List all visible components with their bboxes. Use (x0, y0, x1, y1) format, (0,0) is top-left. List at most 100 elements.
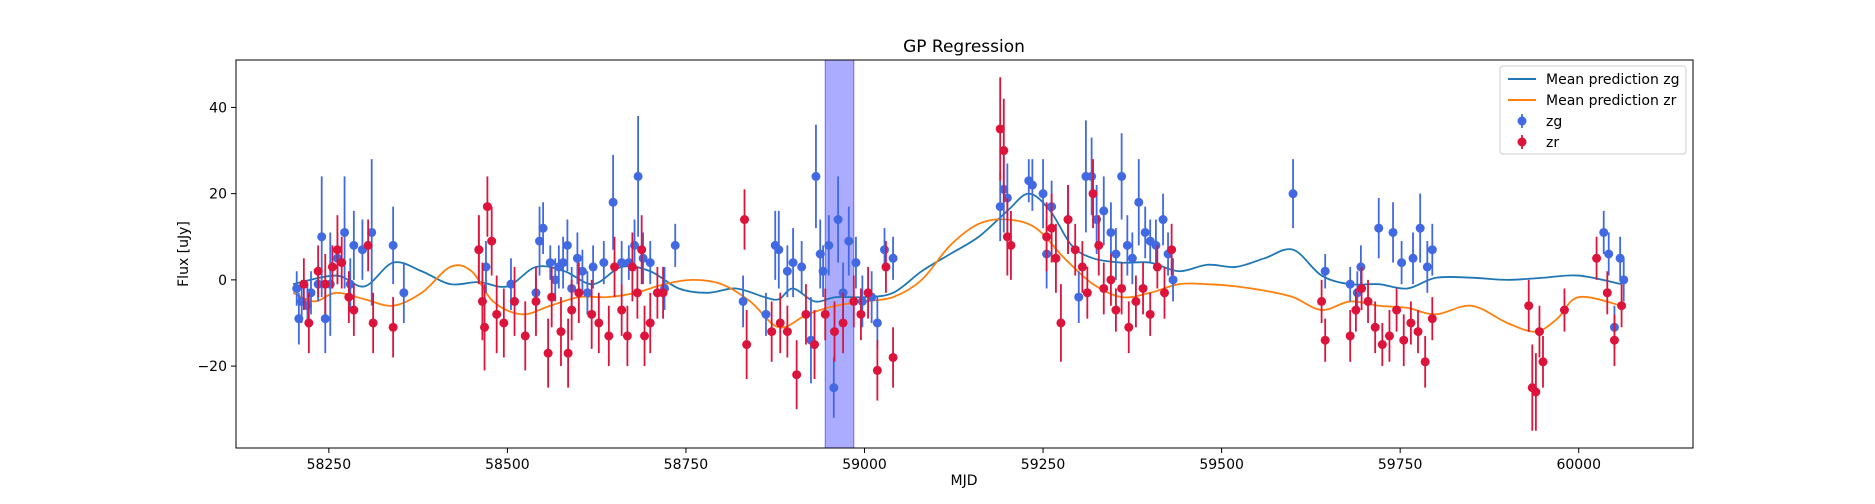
zr-data-point (332, 245, 342, 255)
zr-data-point (1370, 322, 1380, 332)
zg-data-point (1422, 262, 1432, 272)
zg-data-point (782, 266, 792, 276)
zr-data-point (820, 309, 830, 319)
zr-data-point (622, 331, 632, 341)
zr-data-point (888, 352, 898, 362)
zg-data-point (292, 283, 302, 293)
y-axis-label: Flux [uJy] (176, 221, 192, 287)
zr-data-point (742, 340, 752, 350)
zr-data-point (1357, 283, 1367, 293)
zg-data-point (306, 288, 316, 298)
zr-data-point (344, 292, 354, 302)
zr-data-point (368, 318, 378, 328)
x-tick-label: 59750 (1378, 457, 1423, 473)
y-tick-label: 40 (209, 100, 227, 116)
zr-data-point (637, 245, 647, 255)
zg-data-point (558, 258, 568, 268)
zg-data-point (1106, 227, 1116, 237)
zr-data-point (363, 240, 373, 250)
zr-data-point (587, 309, 597, 319)
zr-data-point (1088, 189, 1098, 199)
zg-data-point (1038, 189, 1048, 199)
zg-data-point (1099, 206, 1109, 216)
zr-data-point (474, 245, 484, 255)
zr-data-point (782, 327, 792, 337)
zr-data-point (1106, 275, 1116, 285)
zr-data-point (632, 288, 642, 298)
y-tick-label: 0 (218, 273, 227, 289)
zr-data-point (1145, 309, 1155, 319)
zr-data-point (658, 288, 668, 298)
zg-data-point (1604, 249, 1614, 259)
zg-data-point (506, 279, 516, 289)
zg-data-point (481, 262, 491, 272)
zg-data-point (545, 258, 555, 268)
zg-data-point (577, 266, 587, 276)
zg-data-point (797, 262, 807, 272)
legend-label: zg (1546, 114, 1562, 130)
zg-data-point (761, 309, 771, 319)
zg-data-point (1140, 227, 1150, 237)
x-tick-label: 58250 (307, 457, 352, 473)
zg-data-point (320, 314, 330, 324)
legend-point-swatch (1517, 137, 1527, 147)
zg-data-point (572, 253, 582, 263)
zg-data-point (633, 171, 643, 181)
zg-data-point (349, 240, 359, 250)
zg-data-point (1087, 171, 1097, 181)
zr-data-point (801, 309, 811, 319)
zr-data-point (1094, 240, 1104, 250)
zg-data-point (599, 258, 609, 268)
zr-data-point (337, 258, 347, 268)
zr-data-point (574, 288, 584, 298)
zr-data-point (299, 279, 309, 289)
zg-data-point (1151, 240, 1161, 250)
zr-data-point (1413, 327, 1423, 337)
zr-data-point (531, 296, 541, 306)
zg-data-point (340, 227, 350, 237)
zg-data-point (833, 215, 843, 225)
zr-data-point (520, 331, 530, 341)
zg-data-point (562, 240, 572, 250)
zr-data-point (1420, 357, 1430, 367)
zr-data-point (863, 288, 873, 298)
zr-data-point (775, 318, 785, 328)
zr-data-point (480, 322, 490, 332)
zr-data-point (792, 370, 802, 380)
zr-data-point (1559, 305, 1569, 315)
zg-data-point (535, 236, 545, 246)
x-tick-label: 59000 (842, 457, 887, 473)
zr-data-point (640, 331, 650, 341)
zr-data-point (1124, 322, 1134, 332)
zr-data-point (492, 309, 502, 319)
zr-data-point (810, 340, 820, 350)
zg-data-point (1074, 292, 1084, 302)
zg-data-point (1111, 249, 1121, 259)
x-tick-label: 58750 (664, 457, 709, 473)
zg-data-point (1127, 253, 1137, 263)
zg-data-point (829, 383, 839, 393)
zg-data-point (1345, 279, 1355, 289)
chart-title: GP Regression (903, 37, 1025, 57)
zg-data-point (872, 318, 882, 328)
zr-data-point (594, 318, 604, 328)
zr-data-point (499, 318, 509, 328)
zg-data-point (788, 258, 798, 268)
zr-data-point (313, 266, 323, 276)
zr-data-point (1117, 283, 1127, 293)
zg-data-point (550, 275, 560, 285)
zg-data-point (824, 240, 834, 250)
zr-data-point (327, 262, 337, 272)
zr-data-point (604, 331, 614, 341)
zg-data-point (1117, 171, 1127, 181)
zr-data-point (1377, 340, 1387, 350)
zr-data-point (1159, 288, 1169, 298)
zg-data-point (617, 258, 627, 268)
zr-data-point (1320, 335, 1330, 345)
zr-data-point (1077, 262, 1087, 272)
zr-data-point (617, 305, 627, 315)
zg-data-point (1427, 245, 1437, 255)
zr-data-point (830, 327, 840, 337)
zg-data-point (1158, 215, 1168, 225)
